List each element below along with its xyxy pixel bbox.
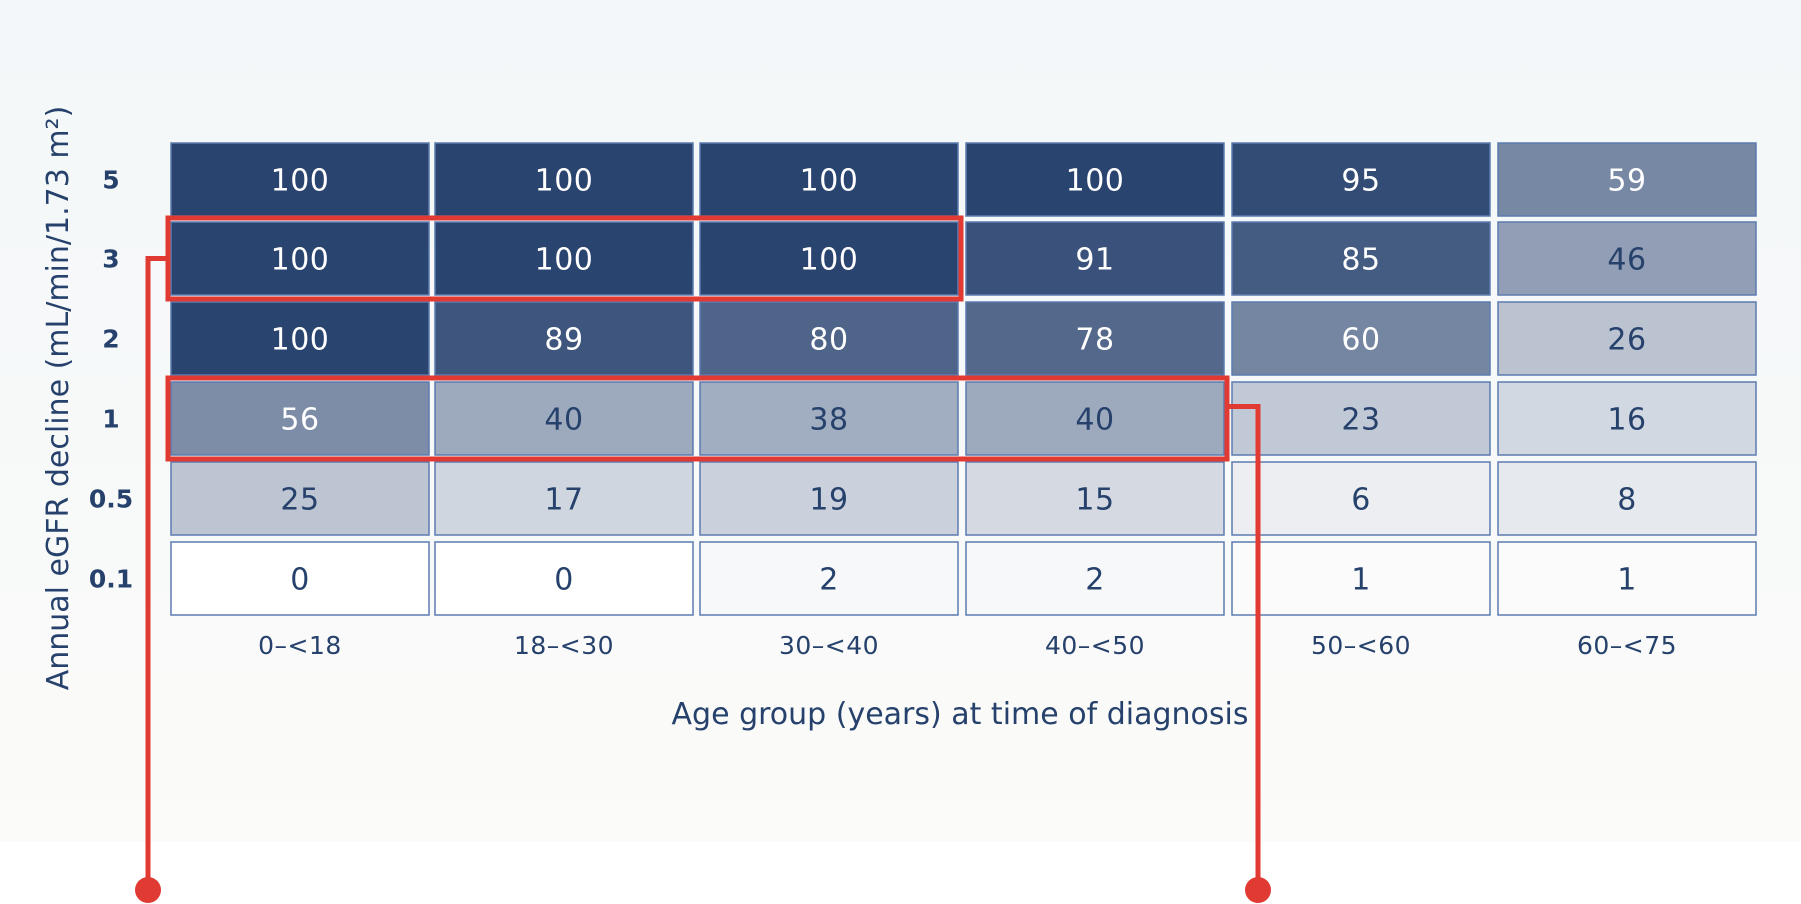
heatmap-cell bbox=[1497, 301, 1757, 376]
x-tick-label: 18–<30 bbox=[514, 631, 614, 660]
highlight-callout-line bbox=[1227, 404, 1261, 890]
heatmap-cell bbox=[699, 381, 959, 456]
heatmap-cell bbox=[965, 221, 1225, 296]
x-tick-label: 30–<40 bbox=[779, 631, 879, 660]
cell-value-label: 59 bbox=[1607, 164, 1646, 199]
cell-value-label: 17 bbox=[544, 483, 583, 518]
heatmap-cell bbox=[434, 381, 694, 456]
cell-value-label: 100 bbox=[535, 243, 594, 278]
cell-value-label: 100 bbox=[535, 164, 594, 199]
heatmap-cell bbox=[1231, 301, 1491, 376]
cell-value-label: 91 bbox=[1075, 243, 1114, 278]
axis-ticks: 5 3 2 1 0.5 0.1 0–<18 18–<30 30–<40 40–<50 50–<60 6… bbox=[89, 166, 1677, 661]
cell-value-label: 2 bbox=[1085, 563, 1105, 598]
cell-value-label: 25 bbox=[280, 483, 319, 518]
heatmap-cell bbox=[434, 221, 694, 296]
cell-value-label: 89 bbox=[544, 323, 583, 358]
highlight-box bbox=[165, 375, 1230, 462]
heatmap-cell bbox=[170, 301, 430, 376]
heatmap-cell bbox=[1497, 461, 1757, 536]
cell-value-label: 0 bbox=[554, 563, 574, 598]
cell-value-label: 2 bbox=[819, 563, 839, 598]
heatmap-cell bbox=[1231, 541, 1491, 616]
heatmap-cell bbox=[434, 541, 694, 616]
heatmap-cell bbox=[1497, 142, 1757, 217]
cell-value-label: 1 bbox=[1351, 563, 1371, 598]
x-tick-label: 60–<75 bbox=[1577, 631, 1677, 660]
cell-value-label: 1 bbox=[1617, 563, 1637, 598]
cell-value-label: 0 bbox=[290, 563, 310, 598]
heatmap-cell bbox=[1231, 461, 1491, 536]
cell-value-label: 85 bbox=[1341, 243, 1380, 278]
cell-value-label: 78 bbox=[1075, 323, 1114, 358]
cell-value-label: 60 bbox=[1341, 323, 1380, 358]
x-tick-label: 50–<60 bbox=[1311, 631, 1411, 660]
heatmap-cell bbox=[965, 301, 1225, 376]
heatmap-cell bbox=[434, 461, 694, 536]
y-tick-label: 2 bbox=[102, 325, 119, 354]
heatmap-cell bbox=[1231, 381, 1491, 456]
cell-value-label: 46 bbox=[1607, 243, 1646, 278]
cell-value-label: 80 bbox=[809, 323, 848, 358]
highlight-callout-dot bbox=[135, 877, 161, 903]
cell-value-label: 15 bbox=[1075, 483, 1114, 518]
cell-value-label: 6 bbox=[1351, 483, 1371, 518]
cell-value-label: 100 bbox=[271, 164, 330, 199]
heatmap-cell bbox=[170, 142, 430, 217]
cell-value-label: 95 bbox=[1341, 164, 1380, 199]
cell-value-label: 16 bbox=[1607, 403, 1646, 438]
cell-value-label: 40 bbox=[544, 403, 583, 438]
heatmap-cell bbox=[1231, 142, 1491, 217]
heatmap-cell bbox=[170, 221, 430, 296]
heatmap-cell bbox=[170, 381, 430, 456]
heatmap-cell bbox=[965, 461, 1225, 536]
y-tick-label: 1 bbox=[102, 405, 119, 434]
y-axis-label: Annual eGFR decline (mL/min/1.73 m²) bbox=[41, 106, 76, 691]
heatmap-cell bbox=[434, 142, 694, 217]
heatmap-cell bbox=[699, 301, 959, 376]
x-axis-label: Age group (years) at time of diagnosis bbox=[672, 697, 1249, 732]
highlight-boxes bbox=[135, 215, 1271, 903]
cell-value-label: 100 bbox=[271, 243, 330, 278]
y-tick-label: 0.5 bbox=[89, 485, 133, 514]
heatmap-cell bbox=[1231, 221, 1491, 296]
cell-value-label: 19 bbox=[809, 483, 848, 518]
heatmap-cell bbox=[1497, 221, 1757, 296]
heatmap-cell bbox=[699, 461, 959, 536]
heatmap-cell bbox=[1497, 381, 1757, 456]
cell-value-label: 26 bbox=[1607, 323, 1646, 358]
highlight-callout-dot bbox=[1245, 877, 1271, 903]
highlight-callout-line bbox=[145, 256, 168, 890]
heatmap-cell bbox=[965, 142, 1225, 217]
x-tick-label: 0–<18 bbox=[258, 631, 342, 660]
heatmap-cell bbox=[965, 381, 1225, 456]
heatmap-cell bbox=[699, 541, 959, 616]
heatmap-cell bbox=[1497, 541, 1757, 616]
x-tick-label: 40–<50 bbox=[1045, 631, 1145, 660]
heatmap-cell bbox=[170, 541, 430, 616]
heatmap-cell bbox=[434, 301, 694, 376]
cell-value-label: 100 bbox=[1066, 164, 1125, 199]
cell-value-label: 23 bbox=[1341, 403, 1380, 438]
cell-value-label: 40 bbox=[1075, 403, 1114, 438]
heatmap-cell bbox=[965, 541, 1225, 616]
cell-value-label: 56 bbox=[280, 403, 319, 438]
heatmap-cell bbox=[699, 221, 959, 296]
cell-value-label: 8 bbox=[1617, 483, 1637, 518]
cell-value-label: 38 bbox=[809, 403, 848, 438]
y-tick-label: 0.1 bbox=[89, 565, 133, 594]
heatmap-cell bbox=[170, 461, 430, 536]
y-tick-label: 3 bbox=[102, 245, 119, 274]
cell-value-label: 100 bbox=[271, 323, 330, 358]
cell-value-label: 100 bbox=[800, 164, 859, 199]
cell-value-label: 100 bbox=[800, 243, 859, 278]
y-tick-label: 5 bbox=[102, 166, 119, 195]
